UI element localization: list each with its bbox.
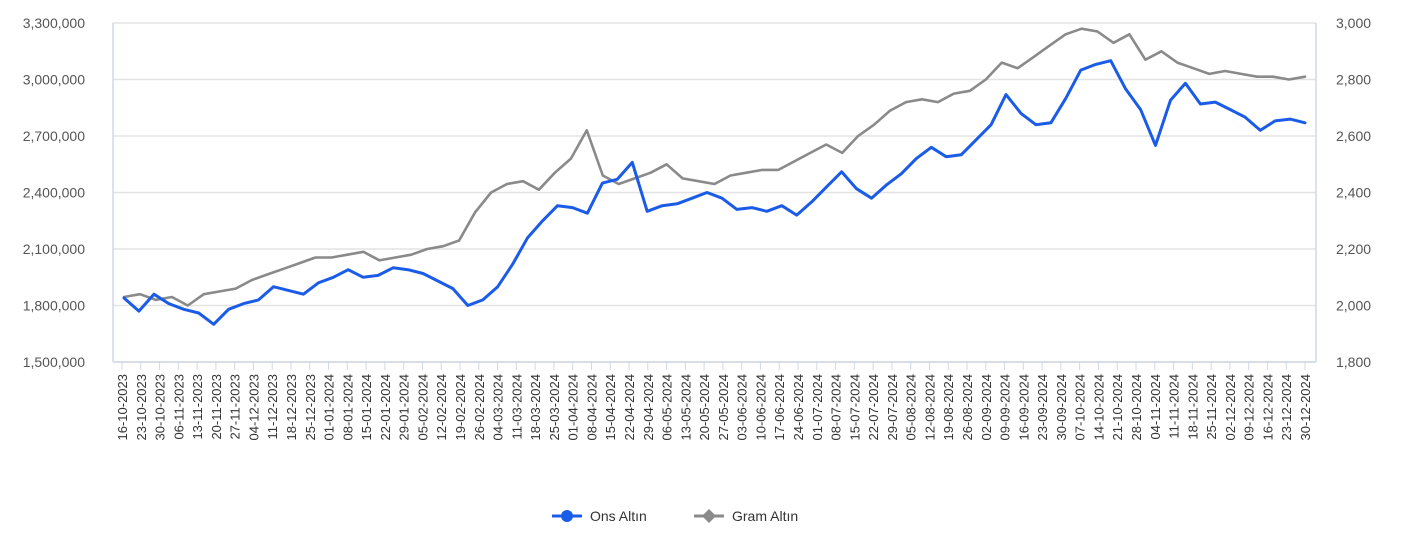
x-tick-label: 29-07-2024 bbox=[885, 374, 900, 441]
right-y-tick-label: 2,200 bbox=[1336, 241, 1371, 257]
x-tick-label: 18-03-2024 bbox=[528, 374, 543, 441]
x-tick-label: 27-05-2024 bbox=[716, 374, 731, 441]
x-tick-label: 08-01-2024 bbox=[340, 374, 355, 441]
left-y-tick-label: 2,700,000 bbox=[23, 128, 85, 144]
x-tick-label: 25-03-2024 bbox=[547, 374, 562, 441]
x-tick-label: 17-06-2024 bbox=[772, 374, 787, 441]
x-tick-label: 26-08-2024 bbox=[960, 374, 975, 441]
left-y-tick-label: 3,000,000 bbox=[23, 72, 85, 88]
x-tick-label: 08-04-2024 bbox=[584, 374, 599, 441]
right-y-axis: 1,800 2,000 2,200 2,400 2,600 2,800 3,000 bbox=[1315, 15, 1371, 370]
right-y-tick-label: 2,000 bbox=[1336, 298, 1371, 314]
x-tick-label: 06-11-2023 bbox=[171, 374, 186, 440]
x-tick-label: 02-12-2024 bbox=[1223, 374, 1238, 441]
left-y-tick-label: 3,300,000 bbox=[23, 15, 85, 31]
legend-marker-icon bbox=[702, 509, 716, 523]
x-tick-label: 10-06-2024 bbox=[753, 374, 768, 441]
x-tick-label: 20-11-2023 bbox=[209, 374, 224, 440]
x-tick-label: 29-01-2024 bbox=[397, 374, 412, 441]
legend-item-gram-altin[interactable]: Gram Altın bbox=[694, 508, 798, 524]
x-tick-label: 30-09-2024 bbox=[1054, 374, 1069, 441]
x-tick-label: 15-01-2024 bbox=[359, 374, 374, 441]
x-tick-label: 22-04-2024 bbox=[622, 374, 637, 441]
right-y-tick-label: 2,400 bbox=[1336, 185, 1371, 201]
right-y-tick-label: 2,800 bbox=[1336, 72, 1371, 88]
legend-label: Ons Altın bbox=[590, 508, 647, 524]
right-y-tick-label: 3,000 bbox=[1336, 15, 1371, 31]
x-tick-label: 06-05-2024 bbox=[660, 374, 675, 441]
left-y-tick-label: 2,100,000 bbox=[23, 241, 85, 257]
x-tick-label: 26-02-2024 bbox=[472, 374, 487, 441]
x-tick-label: 25-11-2024 bbox=[1204, 374, 1219, 440]
x-tick-label: 22-07-2024 bbox=[866, 374, 881, 441]
x-tick-label: 19-08-2024 bbox=[941, 374, 956, 441]
x-tick-label: 03-06-2024 bbox=[735, 374, 750, 441]
x-tick-label: 15-04-2024 bbox=[603, 374, 618, 441]
x-tick-label: 13-05-2024 bbox=[678, 374, 693, 441]
x-tick-label: 11-12-2023 bbox=[265, 374, 280, 440]
x-tick-label: 25-12-2023 bbox=[303, 374, 318, 441]
x-tick-label: 05-02-2024 bbox=[415, 374, 430, 441]
x-tick-label: 01-01-2024 bbox=[322, 374, 337, 441]
x-tick-label: 15-07-2024 bbox=[847, 374, 862, 441]
x-tick-label: 16-09-2024 bbox=[1016, 374, 1031, 441]
x-tick-label: 09-09-2024 bbox=[998, 374, 1013, 441]
legend-item-ons-altin[interactable]: Ons Altın bbox=[552, 508, 647, 524]
x-tick-label: 07-10-2024 bbox=[1073, 374, 1088, 441]
x-tick-label: 16-10-2023 bbox=[115, 374, 130, 441]
x-tick-label: 24-06-2024 bbox=[791, 374, 806, 441]
x-tick-label: 19-02-2024 bbox=[453, 374, 468, 441]
legend[interactable]: Ons Altın Gram Altın bbox=[552, 508, 798, 524]
x-tick-label: 28-10-2024 bbox=[1129, 374, 1144, 441]
x-tick-label: 11-03-2024 bbox=[509, 374, 524, 440]
x-tick-label: 01-04-2024 bbox=[566, 374, 581, 441]
x-tick-label: 21-10-2024 bbox=[1110, 374, 1125, 441]
legend-marker-icon bbox=[561, 510, 573, 522]
x-tick-label: 20-05-2024 bbox=[697, 374, 712, 441]
legend-label: Gram Altın bbox=[732, 508, 798, 524]
x-tick-label: 16-12-2024 bbox=[1260, 374, 1275, 441]
x-tick-label: 09-12-2024 bbox=[1242, 374, 1257, 441]
left-y-tick-label: 1,500,000 bbox=[23, 354, 85, 370]
x-tick-label: 04-12-2023 bbox=[246, 374, 261, 441]
x-tick-label: 23-10-2023 bbox=[134, 374, 149, 441]
x-tick-label: 04-11-2024 bbox=[1148, 374, 1163, 440]
x-tick-label: 12-08-2024 bbox=[922, 374, 937, 441]
x-tick-label: 01-07-2024 bbox=[810, 374, 825, 441]
x-tick-label: 23-12-2024 bbox=[1279, 374, 1294, 441]
x-tick-label: 22-01-2024 bbox=[378, 374, 393, 441]
x-tick-label: 12-02-2024 bbox=[434, 374, 449, 441]
left-y-tick-label: 1,800,000 bbox=[23, 298, 85, 314]
series-line-ons-altin bbox=[122, 59, 1307, 326]
grid-lines bbox=[113, 22, 1316, 363]
series-lines bbox=[122, 27, 1307, 326]
right-y-tick-label: 1,800 bbox=[1336, 354, 1371, 370]
x-tick-label: 23-09-2024 bbox=[1035, 374, 1050, 441]
x-tick-label: 08-07-2024 bbox=[829, 374, 844, 441]
x-tick-label: 30-12-2024 bbox=[1298, 374, 1313, 441]
x-tick-label: 05-08-2024 bbox=[904, 374, 919, 441]
x-tick-label: 02-09-2024 bbox=[979, 374, 994, 441]
series-line-gram-altin bbox=[122, 27, 1307, 307]
x-tick-label: 04-03-2024 bbox=[491, 374, 506, 441]
x-tick-label: 27-11-2023 bbox=[228, 374, 243, 440]
x-tick-label: 30-10-2023 bbox=[153, 374, 168, 441]
x-axis: 16-10-2023 23-10-2023 30-10-2023 06-11-2023… bbox=[113, 361, 1316, 441]
x-tick-label: 29-04-2024 bbox=[641, 374, 656, 441]
x-tick-label: 13-11-2023 bbox=[190, 374, 205, 440]
left-y-axis: 1,500,000 1,800,000 2,100,000 2,400,000 2,70… bbox=[23, 15, 114, 370]
left-y-tick-label: 2,400,000 bbox=[23, 185, 85, 201]
x-tick-label: 18-11-2024 bbox=[1185, 374, 1200, 440]
x-tick-label: 14-10-2024 bbox=[1091, 374, 1106, 441]
right-y-tick-label: 2,600 bbox=[1336, 128, 1371, 144]
x-tick-label: 11-11-2024 bbox=[1167, 374, 1182, 439]
x-tick-label: 18-12-2023 bbox=[284, 374, 299, 441]
